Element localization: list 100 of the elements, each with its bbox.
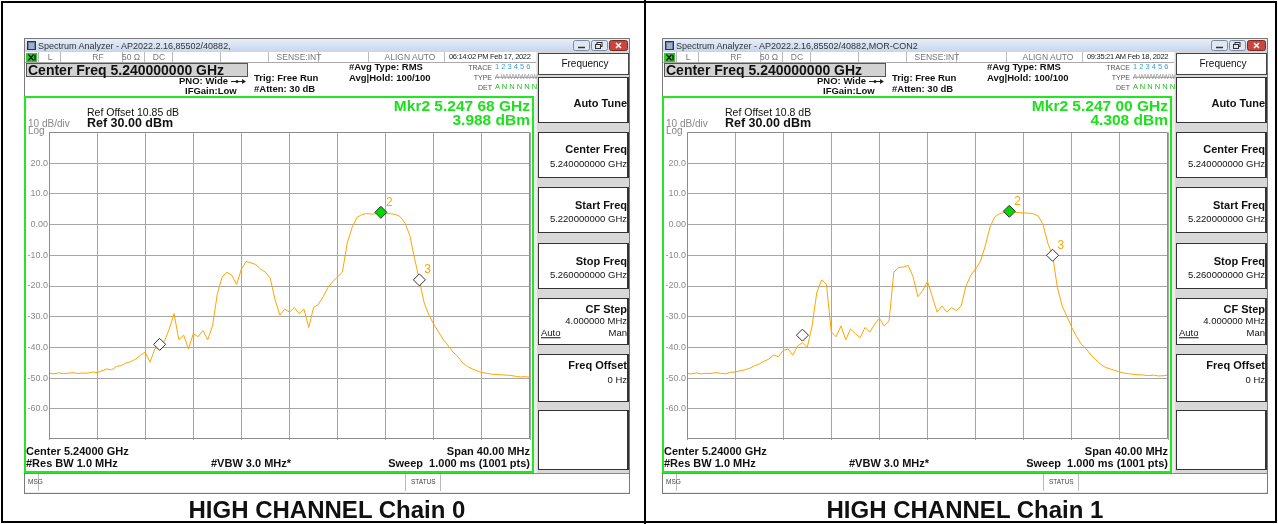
series-label: 3 — [424, 262, 432, 277]
text: Man — [1246, 327, 1265, 339]
text: L — [685, 51, 691, 62]
text: HIGH CHANNEL Chain 1 — [826, 496, 1104, 523]
text: #VBW 3.0 MHz* — [849, 456, 930, 469]
text: Spectrum Analyzer - AP2022.2.16,85502/40882,MOR-CON2 — [676, 40, 918, 50]
text: Span 40.00 MHz — [1084, 444, 1168, 457]
text: Start Freq — [575, 198, 627, 211]
text: 0 Hz — [607, 374, 627, 386]
text: 5.240000000 GHz — [549, 158, 627, 170]
text: 50 Ω — [759, 51, 779, 62]
text: IFGain:Low — [823, 85, 875, 97]
text: 5.240000000 GHz — [1187, 158, 1265, 170]
y-tick-label: 20.0 — [668, 157, 686, 168]
point — [412, 273, 426, 287]
text: #VBW 3.0 MHz* — [211, 456, 292, 469]
text: Stop Freq — [1213, 254, 1265, 267]
text: RF — [92, 51, 104, 62]
text: Center 5.24000 GHz — [26, 444, 129, 457]
text: Center Freq — [565, 142, 627, 155]
text: DC — [790, 51, 804, 62]
text: Spectrum Analyzer - AP2022.2.16,85502/40882, — [38, 40, 231, 50]
text: Auto — [541, 327, 561, 339]
text: Auto — [1179, 327, 1199, 339]
point — [374, 205, 388, 219]
text: Span 40.00 MHz — [446, 444, 530, 457]
y-tick-label: -60.0 — [27, 403, 48, 414]
y-tick-label: 20.0 — [30, 157, 48, 168]
text: SENSE:INT — [914, 51, 960, 62]
text: Center Freq 5.240000000 GHz — [666, 62, 863, 78]
text: Frequency — [1199, 58, 1247, 69]
text: 4.000000 MHz — [565, 315, 627, 327]
y-tick-label: -20.0 — [27, 280, 48, 291]
text: Ref Offset 10.85 dB — [87, 105, 180, 118]
text: Sweep 1.000 ms (1001 pts) — [1026, 456, 1168, 469]
text: PNO: Wide — [817, 75, 866, 87]
text: PNO: Wide — [179, 75, 228, 87]
text: DC — [152, 51, 166, 62]
y-tick-label: -60.0 — [665, 403, 686, 414]
point — [795, 328, 809, 342]
text: Ref Offset 10.8 dB — [725, 105, 812, 118]
point — [153, 337, 167, 351]
text: #Res BW 1.0 MHz — [664, 456, 756, 469]
text: Center 5.24000 GHz — [664, 444, 767, 457]
text: SENSE:INT — [276, 51, 322, 62]
text: Trig: Free Run — [254, 71, 319, 83]
text: 50 Ω — [121, 51, 141, 62]
text: 5.220000000 GHz — [1187, 213, 1265, 225]
y-tick-label: -40.0 — [27, 341, 48, 352]
text: #Atten: 30 dB — [254, 82, 316, 94]
y-tick-label: 0.00 — [30, 219, 48, 230]
y-tick-label: -10.0 — [27, 249, 48, 260]
y-tick-label: -10.0 — [665, 249, 686, 260]
text: #Avg Type: RMS — [349, 61, 423, 73]
text: Freq Offset — [1206, 358, 1265, 371]
text: 0 Hz — [1245, 374, 1265, 386]
series-label: 2 — [385, 194, 393, 209]
text: Avg|Hold: 100/100 — [987, 71, 1069, 83]
text: Center Freq — [1203, 142, 1265, 155]
y-tick-label: 0.00 — [668, 219, 686, 230]
y-tick-label: -30.0 — [27, 311, 48, 322]
series-label: 2 — [1014, 193, 1022, 208]
text: L — [47, 51, 53, 62]
text: Man — [608, 327, 627, 339]
y-tick-label: -40.0 — [665, 341, 686, 352]
y-tick-label: -30.0 — [665, 311, 686, 322]
y-tick-label: -50.0 — [27, 372, 48, 383]
text: Stop Freq — [575, 254, 627, 267]
text: #Atten: 30 dB — [892, 82, 954, 94]
text: RF — [730, 51, 742, 62]
text: 5.260000000 GHz — [549, 269, 627, 281]
text: 5.220000000 GHz — [549, 213, 627, 225]
text: Freq Offset — [568, 358, 627, 371]
text: Ref 30.00 dBm — [725, 115, 812, 130]
point — [1046, 248, 1060, 262]
y-tick-label: 10.0 — [30, 188, 48, 199]
text: #Avg Type: RMS — [987, 61, 1061, 73]
text: Center Freq 5.240000000 GHz — [28, 62, 225, 78]
text: #Res BW 1.0 MHz — [26, 456, 118, 469]
series-label: 3 — [1057, 237, 1065, 252]
text: Start Freq — [1213, 198, 1265, 211]
text: CF Step — [1223, 302, 1265, 315]
text: Auto Tune — [573, 96, 627, 109]
text: IFGain:Low — [185, 85, 237, 97]
text: CF Step — [585, 302, 627, 315]
text: Auto Tune — [1211, 96, 1265, 109]
text: Avg|Hold: 100/100 — [349, 71, 431, 83]
point — [1002, 204, 1016, 218]
text: Ref 30.00 dBm — [87, 115, 174, 130]
y-tick-label: 10.0 — [668, 188, 686, 199]
text: 4.000000 MHz — [1203, 315, 1265, 327]
y-tick-label: -20.0 — [665, 280, 686, 291]
text: Trig: Free Run — [892, 71, 957, 83]
y-tick-label: -50.0 — [665, 372, 686, 383]
text: HIGH CHANNEL Chain 0 — [188, 496, 466, 523]
text: ALIGN AUTO — [1022, 51, 1074, 62]
text: ALIGN AUTO — [384, 51, 436, 62]
text: Frequency — [561, 58, 609, 69]
text: Sweep 1.000 ms (1001 pts) — [388, 456, 530, 469]
text: 5.260000000 GHz — [1187, 269, 1265, 281]
